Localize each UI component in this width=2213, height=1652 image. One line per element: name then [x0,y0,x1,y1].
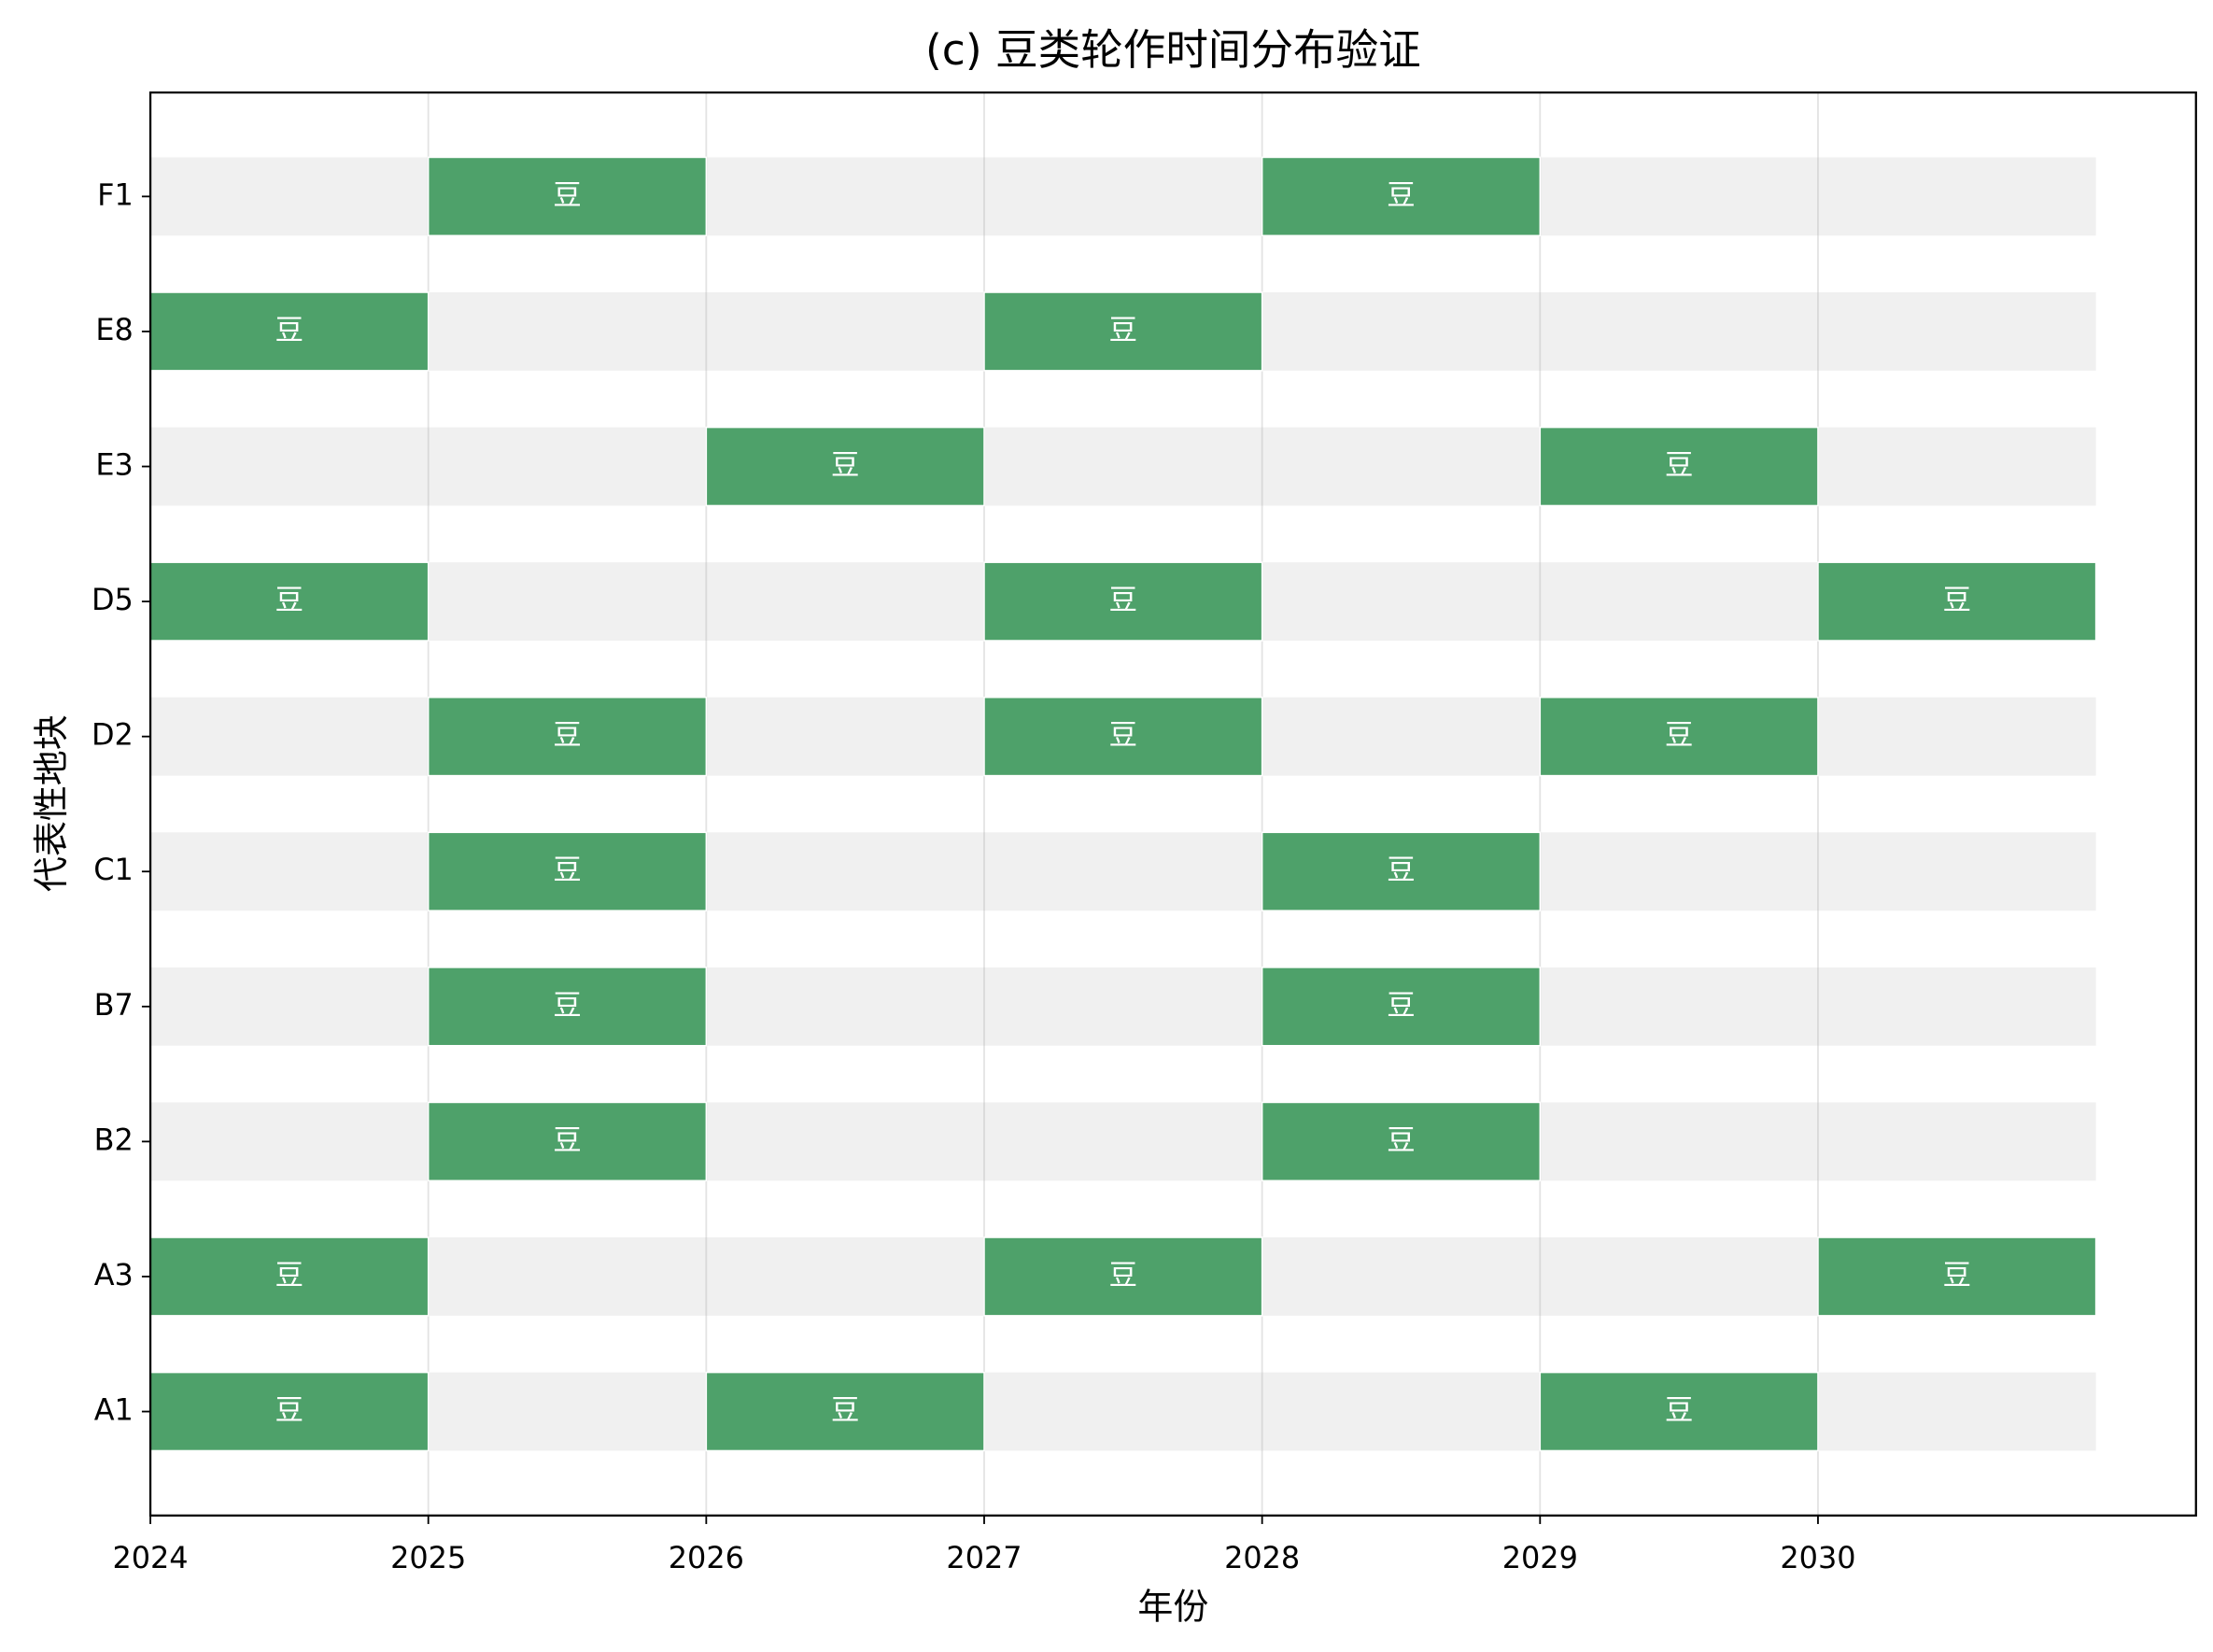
y-tick-label: D5 [92,582,134,617]
y-tick-label: B7 [94,987,134,1023]
bar [1817,1236,2097,1317]
bar [705,1371,985,1452]
bar-label: 豆 [1109,1259,1137,1292]
chart-title: (c) 豆类轮作时间分布验证 [925,25,1421,75]
bar-label: 豆 [1387,989,1415,1022]
y-tick-label: A1 [94,1392,134,1428]
bar-label: 豆 [553,854,581,887]
x-tick-label: 2029 [1502,1540,1578,1575]
bar-label: 豆 [553,719,581,752]
x-tick-label: 2025 [390,1540,466,1575]
x-tick-label: 2027 [946,1540,1022,1575]
bar [983,291,1263,372]
y-tick-label: D2 [92,717,134,753]
bar-label: 豆 [275,1394,303,1427]
plot-frame [148,91,2197,1517]
bar [427,967,708,1047]
bar [149,291,430,372]
x-tick-label: 2026 [669,1540,744,1575]
bar-label: 豆 [1109,719,1137,752]
bar-label: 豆 [1387,179,1415,212]
bar-label: 豆 [1943,1259,1971,1292]
bar [1539,1371,1819,1452]
bar-label: 豆 [1665,719,1693,752]
bar [149,1236,430,1317]
x-axis-label: 年份 [1137,1587,1208,1628]
bar-label: 豆 [275,1259,303,1292]
bar-label: 豆 [1109,585,1137,617]
bar-label: 豆 [1387,854,1415,887]
bar-label: 豆 [1943,585,1971,617]
bar [149,1371,430,1452]
bar-label: 豆 [275,314,303,346]
bar [427,156,708,237]
bar-label: 豆 [553,989,581,1022]
bar [427,831,708,911]
x-tick-label: 2024 [112,1540,188,1575]
y-axis-label: 代表性地块 [31,714,72,892]
bar-label: 豆 [831,1394,859,1427]
bar [1817,561,2097,642]
bar-label: 豆 [831,449,859,482]
y-tick-label: C1 [93,852,134,887]
y-tick-label: E8 [95,312,133,347]
bar [1539,426,1819,507]
bar-label: 豆 [1109,314,1137,346]
bar [427,696,708,777]
y-tick-label: A3 [94,1257,134,1292]
bar-label: 豆 [1665,1394,1693,1427]
bar [1261,156,1542,237]
x-tick-label: 2028 [1224,1540,1300,1575]
bar [427,1101,708,1182]
bar [983,561,1263,642]
y-tick-label: E3 [95,447,133,483]
bar-label: 豆 [275,585,303,617]
x-tick-label: 2030 [1780,1540,1855,1575]
bar [1261,831,1542,911]
bar [983,1236,1263,1317]
bar-label: 豆 [1665,449,1693,482]
bar-label: 豆 [553,179,581,212]
bar [1261,1101,1542,1182]
bar [1261,967,1542,1047]
bar-label: 豆 [1387,1124,1415,1157]
bar [705,426,985,507]
bar [1539,696,1819,777]
bar [983,696,1263,777]
y-tick-label: F1 [97,176,134,212]
bar-label: 豆 [553,1124,581,1157]
y-tick-label: B2 [94,1122,134,1157]
